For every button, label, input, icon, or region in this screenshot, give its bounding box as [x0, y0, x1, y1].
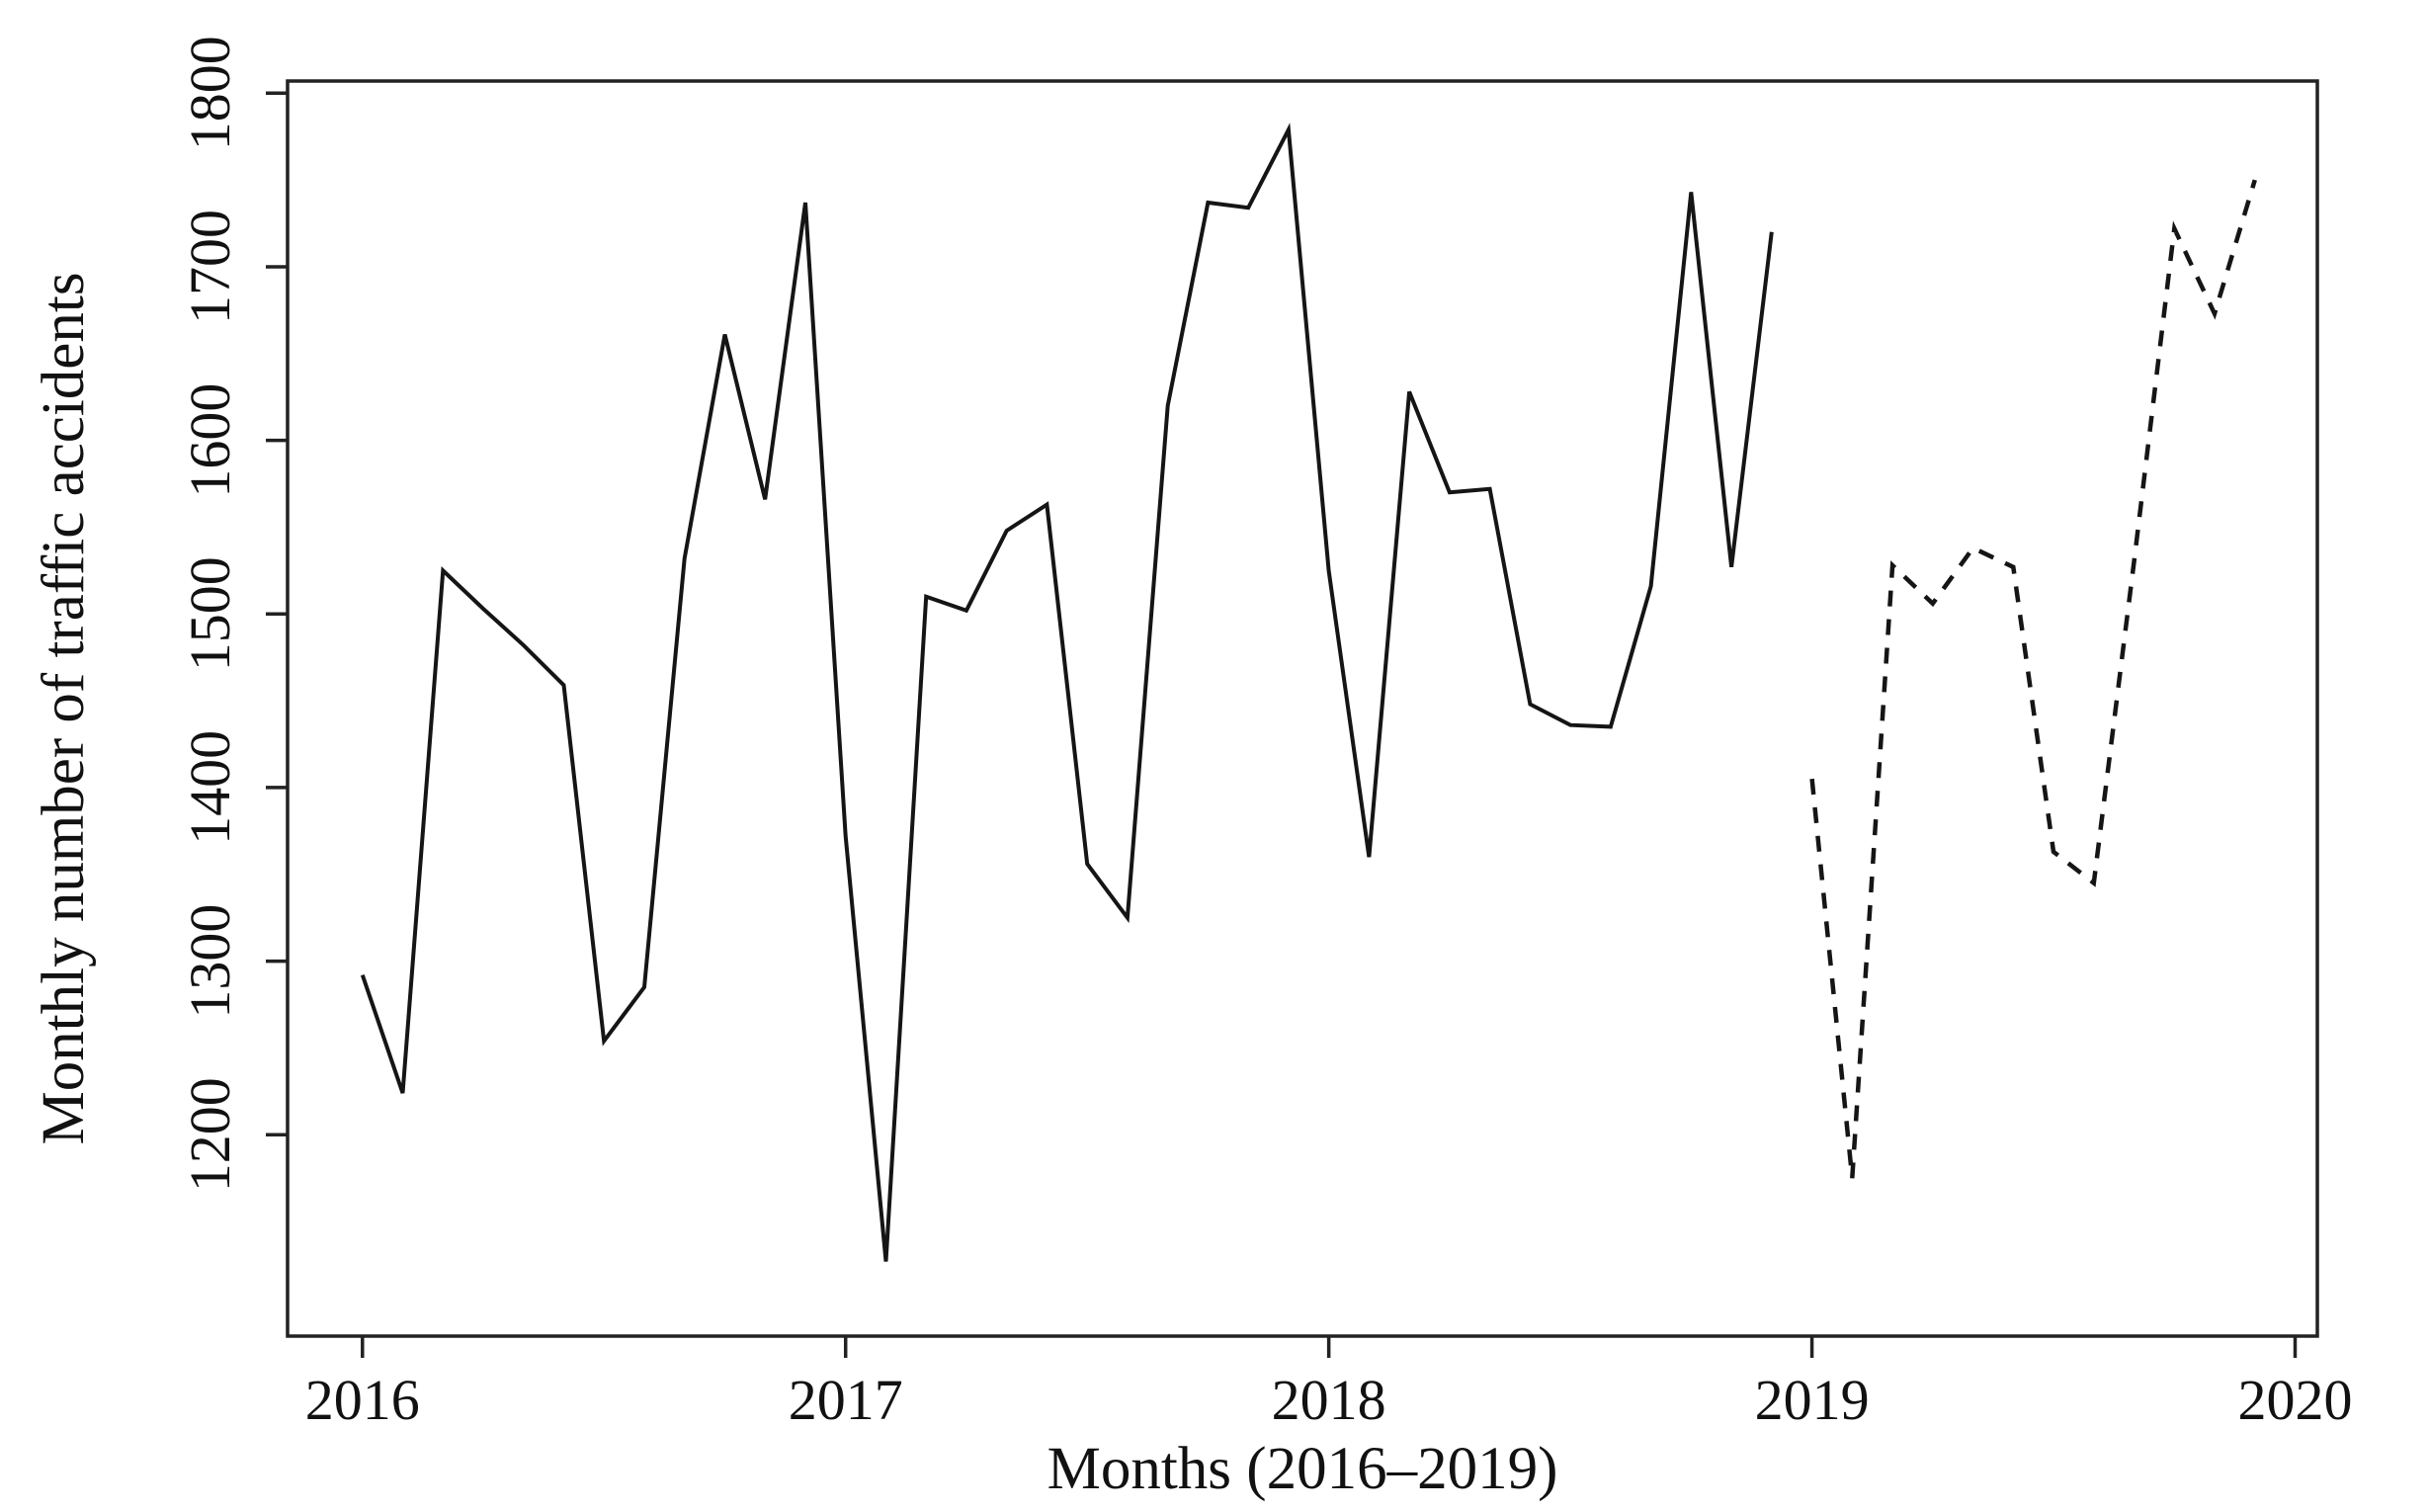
x-axis-title: Months (2016–2019) — [1047, 1436, 1558, 1502]
x-tick-label: 2020 — [2238, 1368, 2353, 1432]
plot-frame — [286, 79, 2319, 1338]
y-tick-label: 1600 — [178, 383, 242, 498]
y-tick-label: 1300 — [178, 904, 242, 1019]
y-tick-label: 1200 — [178, 1077, 242, 1192]
y-tick-label: 1800 — [178, 36, 242, 150]
series-forecast-dashed-line — [1809, 179, 2257, 1179]
plot-area: 2016 2017 2018 2019 2020 1200 1300 1400 1500 1600… — [178, 36, 2353, 1432]
y-tick-label: 1500 — [178, 556, 242, 671]
x-tick-label: 2018 — [1272, 1368, 1386, 1432]
x-tick-label: 2017 — [789, 1368, 903, 1432]
series-observed-line — [360, 123, 1774, 1262]
x-tick-label: 2016 — [305, 1368, 420, 1432]
y-tick-label: 1400 — [178, 730, 242, 845]
y-tick-label: 1700 — [178, 210, 242, 324]
x-tick-label: 2019 — [1755, 1368, 1870, 1432]
y-axis-title: Monthly number of traffic accidents — [31, 272, 97, 1144]
